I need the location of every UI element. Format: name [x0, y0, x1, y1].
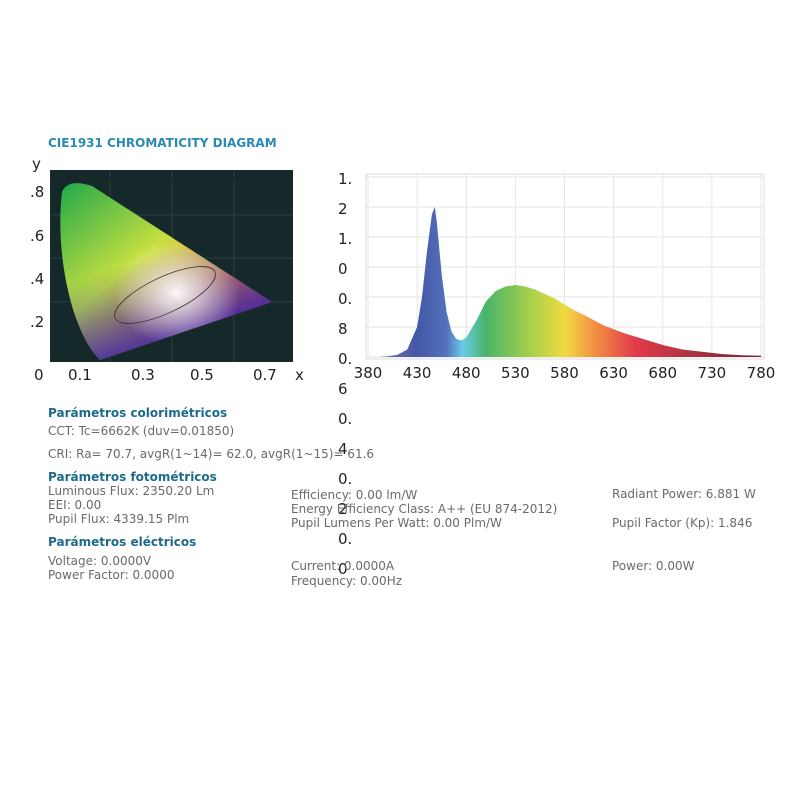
cie-x-tick: 0.3 — [131, 366, 155, 384]
param: Energy Efficiency Class: A++ (EU 874-201… — [291, 502, 558, 516]
param: EEI: 0.00 — [48, 498, 102, 512]
param: Luminous Flux: 2350.20 Lm — [48, 484, 215, 498]
x-tick-label: 580 — [550, 364, 579, 382]
y-tick-label: 1.0 — [338, 230, 353, 278]
param: Pupil Factor (Kp): 1.846 — [612, 516, 753, 530]
cie-x-label: x — [295, 366, 304, 384]
param: Power: 0.00W — [612, 559, 695, 573]
param: Power Factor: 0.0000 — [48, 568, 175, 582]
cie-x-tick: 0.5 — [190, 366, 214, 384]
spectrum-area — [368, 207, 761, 357]
x-tick-label: 630 — [599, 364, 628, 382]
cie-y-tick: .4 — [30, 270, 45, 288]
cie-diagram — [50, 170, 293, 362]
param: Efficiency: 0.00 lm/W — [291, 488, 418, 502]
x-tick-label: 380 — [353, 364, 383, 382]
x-tick-label: 680 — [648, 364, 678, 382]
param: Frequency: 0.00Hz — [291, 574, 403, 588]
param: Pupil Flux: 4339.15 Plm — [48, 512, 190, 526]
cie-x-tick: 0 — [34, 366, 44, 384]
cie-y-tick: .6 — [30, 227, 45, 245]
y-tick-label: 0.8 — [338, 290, 353, 338]
cie-x-tick: 0.7 — [253, 366, 277, 384]
param: CRI: Ra= 70.7, avgR(1~14)= 62.0, avgR(1~… — [48, 447, 375, 461]
param: Voltage: 0.0000V — [48, 554, 152, 568]
param: CCT: Tc=6662K (duv=0.01850) — [48, 424, 235, 438]
x-tick-label: 480 — [451, 364, 481, 382]
section-heading: Parámetros colorimétricos — [48, 406, 228, 420]
section-heading: Parámetros fotométricos — [48, 470, 217, 484]
y-tick-label: 0.2 — [338, 470, 353, 518]
y-tick-label: 0.6 — [338, 350, 353, 398]
x-tick-label: 780 — [746, 364, 776, 382]
y-tick-label: 1.2 — [338, 170, 353, 218]
cie-y-tick: .2 — [30, 313, 45, 331]
cie-title: CIE1931 CHROMATICITY DIAGRAM — [48, 136, 277, 150]
param: Radiant Power: 6.881 W — [612, 487, 756, 501]
param: Current: 0.0000A — [291, 559, 395, 573]
x-tick-label: 730 — [697, 364, 727, 382]
x-tick-label: 530 — [501, 364, 530, 382]
param: Pupil Lumens Per Watt: 0.00 Plm/W — [291, 516, 502, 530]
cie-x-tick: 0.1 — [68, 366, 92, 384]
x-tick-label: 430 — [402, 364, 432, 382]
cie-y-label: y — [32, 155, 41, 173]
cie-y-tick: .8 — [30, 183, 45, 201]
y-tick-label: 0.0 — [338, 530, 353, 578]
section-heading: Parámetros eléctricos — [48, 535, 197, 549]
y-tick-label: 0.4 — [338, 410, 353, 458]
y-tick-column: 1.2 1.0 0.8 0.6 0.4 0.2 0.0 — [338, 164, 352, 584]
